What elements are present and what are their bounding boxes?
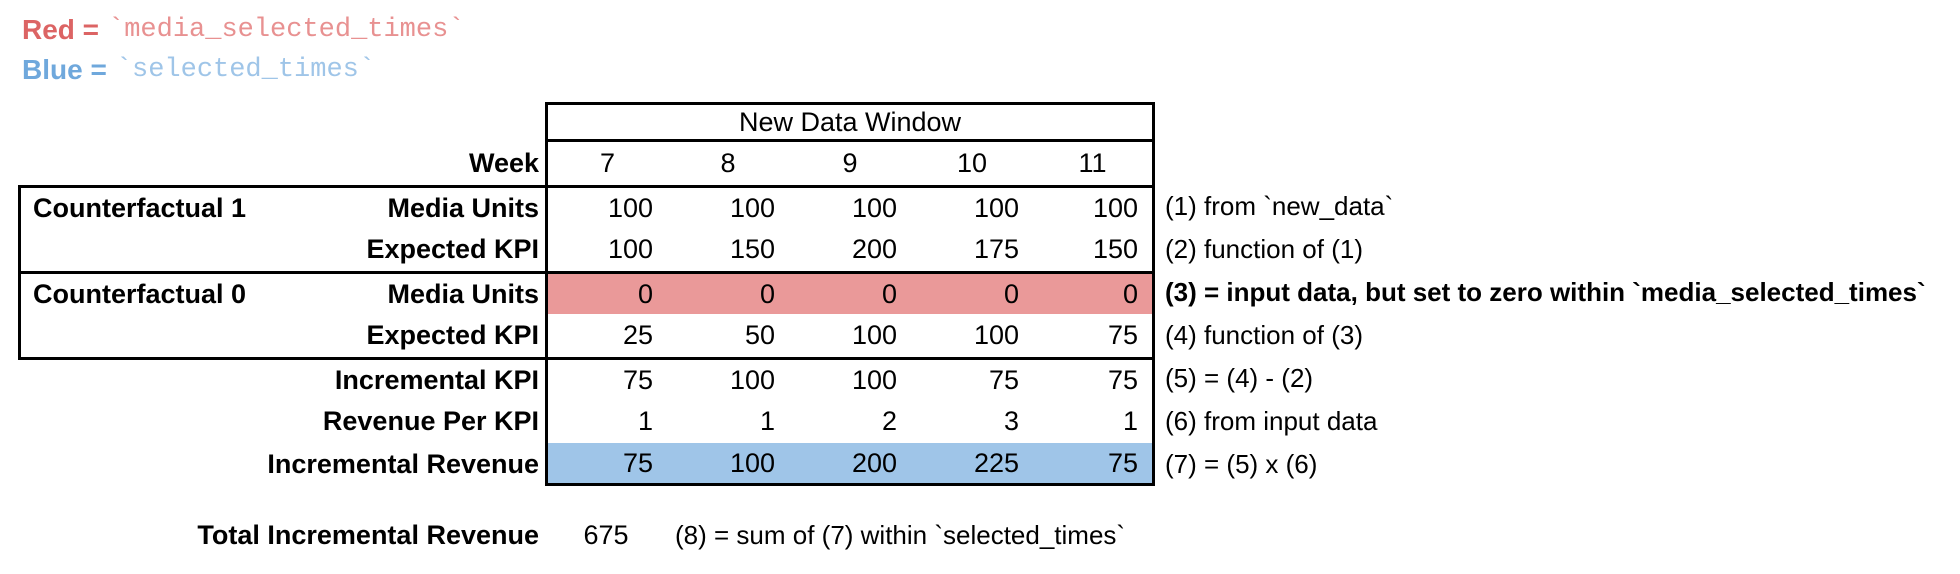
row-label: Expected KPI xyxy=(366,320,539,350)
counterfactual-table: New Data Window Week 7 8 9 10 11 Counter… xyxy=(18,102,1945,557)
total-annotation: (8) = sum of (7) within `selected_times` xyxy=(675,520,1126,550)
group-box-cell xyxy=(18,314,265,357)
row-annotation: (4) function of (3) xyxy=(1165,320,1363,350)
color-legend: Red = `media_selected_times` Blue = `sel… xyxy=(22,10,465,90)
value-cell-blue: 100 xyxy=(667,443,789,486)
legend-blue-code: `selected_times` xyxy=(115,55,376,85)
value-cell-blue: 75 xyxy=(545,443,667,486)
value-cell: 100 xyxy=(851,320,897,350)
value-cell: 100 xyxy=(973,320,1019,350)
group-label-counterfactual-1: Counterfactual 1 xyxy=(18,185,265,228)
value-cell-red: 0 xyxy=(545,271,667,314)
legend-red-code: `media_selected_times` xyxy=(108,15,465,45)
row-label: Expected KPI xyxy=(366,234,539,264)
row-label: Revenue Per KPI xyxy=(322,406,539,436)
value-cell: 100 xyxy=(545,185,667,228)
value-cell: 100 xyxy=(1033,185,1155,228)
row-label: Incremental KPI xyxy=(265,357,545,400)
value-cell: 75 xyxy=(1033,314,1155,357)
value-cell: 1 xyxy=(545,400,667,443)
value-cell: 150 xyxy=(1033,228,1155,271)
spacer-cell xyxy=(18,357,265,400)
value-cell: 1 xyxy=(1033,400,1155,443)
value-cell-red: 0 xyxy=(911,271,1033,314)
group-box-cell xyxy=(18,228,265,271)
value-cell: 75 xyxy=(911,357,1033,400)
value-cell: 75 xyxy=(545,357,667,400)
table-header-new-data-window: New Data Window xyxy=(545,102,1155,142)
value-cell-blue: 75 xyxy=(1033,443,1155,486)
value-cell-red: 0 xyxy=(1033,271,1155,314)
value-cell: 50 xyxy=(744,320,775,350)
week-cell: 8 xyxy=(720,148,736,178)
row-annotation: (6) from input data xyxy=(1165,406,1378,436)
week-cell: 11 xyxy=(1033,142,1155,185)
group-label-counterfactual-0: Counterfactual 0 xyxy=(18,271,265,314)
row-annotation: (7) = (5) x (6) xyxy=(1165,449,1318,479)
value-cell: 100 xyxy=(789,185,911,228)
value-cell: 25 xyxy=(545,314,667,357)
value-cell-blue: 225 xyxy=(911,443,1033,486)
value-cell: 1 xyxy=(759,406,775,436)
row-annotation: (3) = input data, but set to zero within… xyxy=(1165,277,1926,307)
value-cell: 75 xyxy=(1033,357,1155,400)
week-row-label: Week xyxy=(468,148,539,178)
value-cell: 100 xyxy=(911,185,1033,228)
value-cell-red: 0 xyxy=(789,271,911,314)
row-annotation: (1) from `new_data` xyxy=(1165,191,1394,221)
week-cell: 7 xyxy=(545,142,667,185)
row-label: Media Units xyxy=(265,185,545,228)
row-annotation: (2) function of (1) xyxy=(1165,234,1363,264)
legend-blue-line: Blue = `selected_times` xyxy=(22,50,465,90)
value-cell: 100 xyxy=(545,228,667,271)
week-cell: 9 xyxy=(842,148,858,178)
row-label: Incremental Revenue xyxy=(267,449,539,479)
value-cell: 100 xyxy=(667,357,789,400)
week-cell: 10 xyxy=(956,148,988,178)
total-value: 675 xyxy=(583,520,629,550)
row-annotation: (5) = (4) - (2) xyxy=(1165,363,1314,393)
value-cell-blue: 200 xyxy=(789,443,911,486)
value-cell: 100 xyxy=(789,357,911,400)
value-cell: 200 xyxy=(851,234,897,264)
legend-red-label: Red = xyxy=(22,14,100,45)
value-cell: 175 xyxy=(973,234,1019,264)
legend-red-line: Red = `media_selected_times` xyxy=(22,10,465,50)
legend-blue-label: Blue = xyxy=(22,54,107,85)
value-cell: 100 xyxy=(667,185,789,228)
value-cell: 150 xyxy=(729,234,775,264)
value-cell: 3 xyxy=(1003,406,1019,436)
value-cell: 2 xyxy=(881,406,897,436)
total-label: Total Incremental Revenue xyxy=(197,520,539,550)
row-label: Media Units xyxy=(265,271,545,314)
value-cell-red: 0 xyxy=(667,271,789,314)
